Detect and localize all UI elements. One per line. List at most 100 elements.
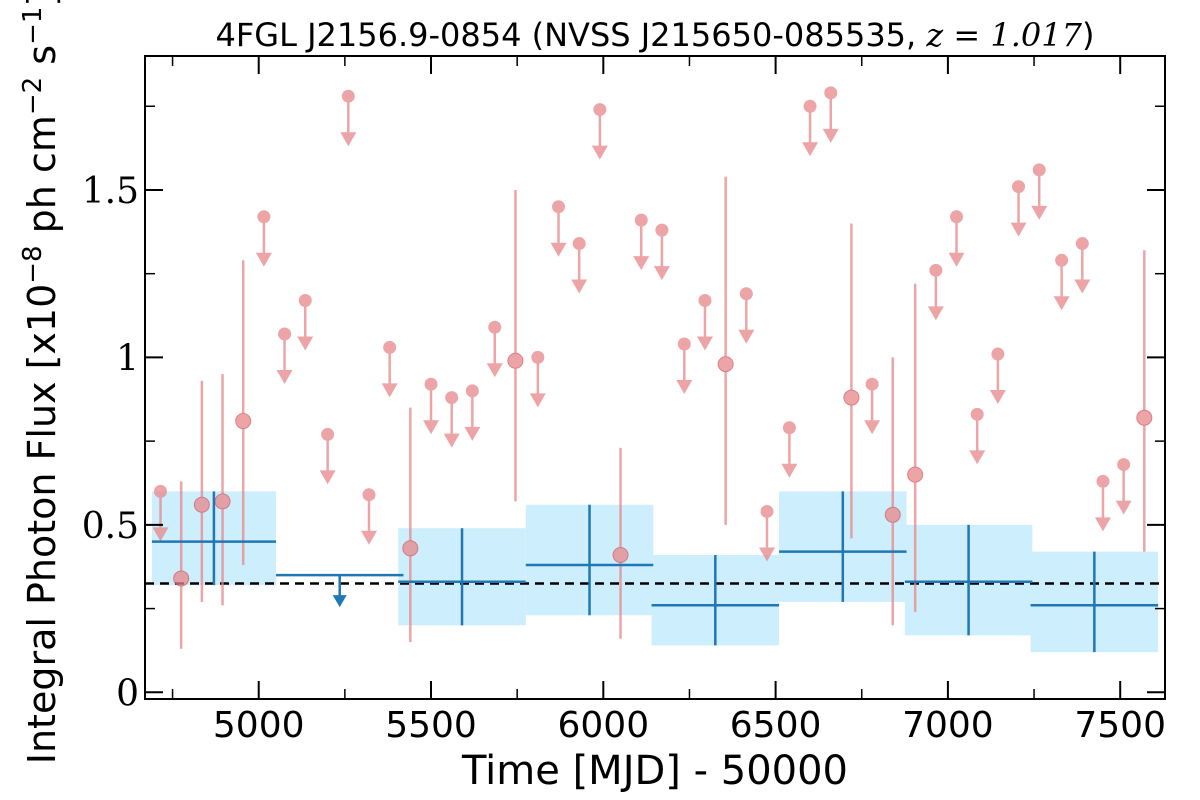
axis-ticks: 0 0.5 1 1.5 5000 5500 6000 6500 7000 7500 [82, 56, 1166, 746]
upper-limit-arrow [529, 393, 546, 408]
x-tick-label: 6000 [557, 705, 649, 746]
short-bin-point [276, 327, 293, 384]
long-bin-series [151, 491, 1159, 653]
upper-limit-arrow [864, 420, 881, 435]
long-bin-point [275, 573, 404, 608]
long-bin-bands [151, 491, 1159, 653]
upper-limit-marker [154, 484, 168, 498]
short-bin-point [340, 89, 357, 147]
upper-limit-arrow [423, 420, 440, 435]
upper-limit-marker [698, 293, 712, 307]
short-bin-point [423, 377, 440, 435]
upper-limit-marker [298, 293, 312, 307]
upper-limit-marker [341, 89, 355, 103]
upper-limit-marker [1012, 180, 1026, 194]
upper-limit-arrow [571, 279, 588, 294]
short-bin-point [802, 99, 819, 157]
short-bin-point [1031, 163, 1048, 220]
upper-limit-arrow [676, 380, 693, 395]
short-bin-point [529, 350, 546, 408]
data-point [1136, 409, 1153, 426]
y-tick-label: 1.5 [82, 171, 139, 212]
data-point [717, 356, 734, 373]
upper-limit-arrow [633, 256, 650, 271]
upper-limit-marker [739, 287, 753, 301]
upper-limit-marker [929, 263, 943, 277]
x-tick-label: 6500 [730, 705, 822, 746]
short-bin-point [507, 189, 524, 502]
upper-limit-marker [321, 427, 335, 441]
upper-limit-arrow [1031, 205, 1048, 220]
short-bin-point [633, 213, 650, 271]
upper-limit-arrow [1074, 279, 1091, 294]
short-bin-point [1010, 180, 1027, 237]
data-point [193, 496, 210, 513]
upper-limit-marker [424, 377, 438, 391]
long-bin-point [398, 528, 526, 626]
x-tick-label: 5000 [213, 705, 305, 746]
upper-limit-arrow [927, 306, 944, 321]
upper-limit-arrow [550, 242, 567, 257]
short-bin-point [1074, 237, 1091, 294]
short-bin-point [884, 357, 901, 626]
upper-limit-marker [677, 337, 691, 351]
data-point [214, 493, 231, 510]
upper-limit-marker [803, 99, 817, 113]
data-point [884, 506, 901, 523]
short-bin-point [864, 377, 881, 435]
data-point [402, 540, 419, 557]
short-bin-point [255, 210, 272, 267]
long-bin-point [1030, 551, 1159, 653]
upper-limit-marker [383, 340, 397, 354]
y-axis-label: Integral Photon Flux [x10−8 ph cm−2 s−1] [18, 0, 64, 764]
short-bin-point [214, 374, 231, 606]
upper-limit-marker [465, 384, 479, 398]
short-bin-point [1115, 458, 1132, 515]
short-bin-point [696, 293, 713, 351]
upper-limit-arrow [989, 390, 1006, 405]
short-bin-point [550, 200, 567, 257]
short-bin-point [235, 260, 252, 566]
short-bin-point [1053, 253, 1070, 311]
upper-limit-marker [488, 320, 502, 334]
upper-limit-marker [1032, 163, 1046, 177]
short-bin-point [843, 223, 860, 539]
short-bin-point [297, 293, 314, 351]
long-bin-point [651, 554, 780, 646]
upper-limit-marker [782, 421, 796, 435]
upper-limit-marker [445, 391, 459, 405]
short-bin-series [152, 86, 1153, 649]
short-bin-point [402, 407, 419, 643]
upper-limit-arrow [696, 336, 713, 351]
y-tick-label: 0.5 [82, 506, 139, 547]
upper-limit-arrow [464, 426, 481, 441]
upper-limit-arrow [152, 527, 169, 542]
short-bin-point [927, 263, 944, 321]
short-bin-point [676, 337, 693, 395]
upper-limit-arrow [340, 132, 357, 147]
short-bin-point [381, 340, 398, 398]
y-tick-label: 1 [116, 338, 139, 379]
short-bin-point [989, 347, 1006, 405]
upper-limit-arrow [486, 363, 503, 378]
upper-limit-arrow [738, 329, 755, 344]
data-point [612, 546, 629, 563]
short-bin-point [571, 237, 588, 294]
upper-limit-marker [362, 488, 376, 502]
short-bin-point [319, 427, 336, 485]
short-bin-point [948, 210, 965, 267]
long-bin-point [779, 491, 907, 602]
upper-limit-arrow [360, 530, 377, 545]
upper-limit-arrow [758, 547, 775, 562]
upper-limit-arrow [381, 383, 398, 398]
upper-limit-arrow [297, 336, 314, 351]
short-bin-point [486, 320, 503, 378]
short-bin-point [443, 391, 460, 448]
upper-limit-marker [1117, 458, 1131, 472]
upper-limit-marker [655, 223, 669, 237]
upper-limit-arrow [319, 470, 336, 485]
upper-limit-arrow [443, 433, 460, 448]
x-tick-label: 7000 [902, 705, 994, 746]
upper-limit-arrow [969, 450, 986, 465]
short-bin-point [781, 421, 798, 478]
